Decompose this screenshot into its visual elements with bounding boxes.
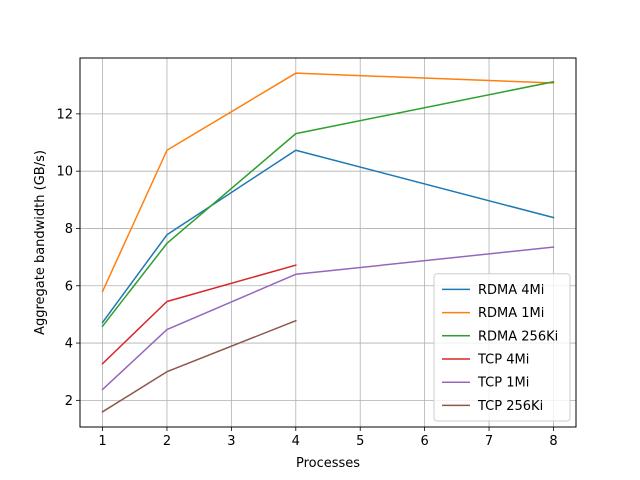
legend: RDMA 4Mi RDMA 1Mi RDMA 256Ki TCP 4Mi TCP 1Mi… [433, 273, 571, 422]
legend-box [433, 273, 571, 422]
legend-label: RDMA 1Mi [478, 306, 544, 321]
y-tick-label: 2 [65, 394, 73, 409]
series-lines [101, 72, 555, 413]
legend-label: TCP 256Ki [477, 399, 543, 414]
legend-label: TCP 1Mi [477, 376, 529, 391]
y-tick-label: 8 [65, 222, 73, 237]
x-tick-label: 7 [485, 434, 493, 449]
series-line [101, 149, 555, 324]
plot-frame [79, 57, 577, 428]
y-tick-label: 6 [65, 279, 73, 294]
series-line [101, 72, 555, 293]
x-tick-label: 5 [356, 434, 364, 449]
legend-label: RDMA 256Ki [478, 329, 558, 344]
series-line [101, 264, 297, 365]
y-tick-label: 12 [56, 107, 73, 122]
y-tick-label: 10 [56, 165, 73, 180]
series-line [101, 319, 297, 413]
x-axis-ticks: 1 2 3 4 5 6 7 8 [98, 427, 558, 449]
x-tick-label: 8 [549, 434, 557, 449]
y-axis-label: Aggregate bandwidth (GB/s) [33, 150, 48, 335]
x-axis-label: Processes [296, 456, 360, 471]
series-line [101, 80, 555, 328]
legend-label: RDMA 4Mi [478, 283, 544, 298]
x-tick-label: 2 [163, 434, 171, 449]
y-tick-label: 4 [65, 337, 73, 352]
legend-label: TCP 4Mi [477, 353, 529, 368]
series-line [101, 246, 555, 391]
x-tick-label: 6 [420, 434, 428, 449]
x-tick-label: 4 [292, 434, 300, 449]
y-axis-ticks: 2 4 6 8 10 12 [56, 107, 80, 409]
x-tick-label: 1 [98, 434, 106, 449]
x-tick-label: 3 [227, 434, 235, 449]
